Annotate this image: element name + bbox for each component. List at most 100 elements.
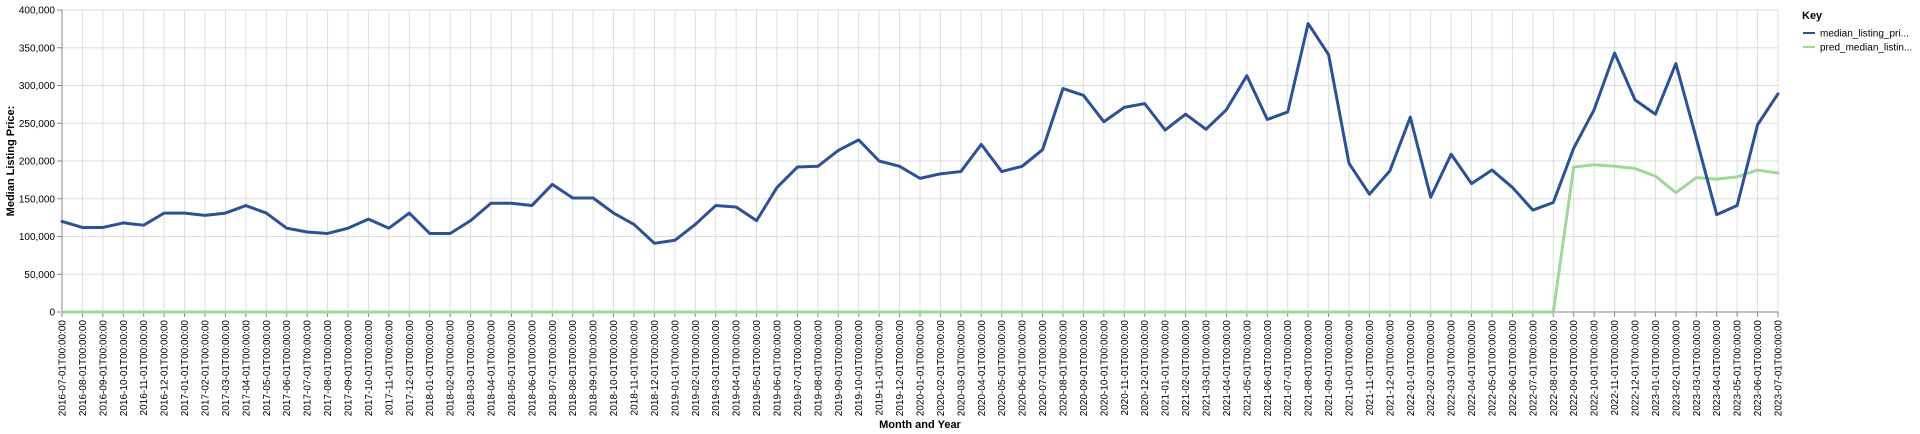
x-tick-label: 2019-01-01T00:00:00: [670, 320, 681, 417]
x-tick-label: 2019-06-01T00:00:00: [773, 320, 784, 417]
x-tick-label: 2023-04-01T00:00:00: [1712, 320, 1723, 417]
x-tick-label: 2017-11-01T00:00:00: [384, 320, 395, 416]
legend-title: Key: [1802, 10, 1823, 22]
x-tick-label: 2017-03-01T00:00:00: [221, 320, 232, 417]
x-tick-label: 2022-12-01T00:00:00: [1631, 320, 1642, 417]
x-tick-label: 2016-08-01T00:00:00: [78, 320, 89, 417]
x-tick-label: 2017-12-01T00:00:00: [405, 320, 416, 417]
x-tick-label: 2020-12-01T00:00:00: [1140, 320, 1151, 417]
y-axis-title: Median Listing Price:: [5, 106, 17, 217]
x-tick-label: 2023-02-01T00:00:00: [1671, 320, 1682, 417]
x-tick-label: 2022-08-01T00:00:00: [1549, 320, 1560, 417]
x-tick-label: 2022-03-01T00:00:00: [1447, 320, 1458, 417]
x-tick-label: 2016-11-01T00:00:00: [139, 320, 150, 416]
x-tick-label: 2017-09-01T00:00:00: [344, 320, 355, 417]
x-tick-label: 2017-04-01T00:00:00: [241, 320, 252, 417]
series-line-1: [60, 163, 1780, 314]
x-tick-label: 2020-06-01T00:00:00: [1018, 320, 1029, 417]
x-tick-label: 2022-02-01T00:00:00: [1426, 320, 1437, 417]
x-tick-label: 2019-10-01T00:00:00: [854, 320, 865, 417]
x-tick-label: 2017-02-01T00:00:00: [201, 320, 212, 417]
x-tick-label: 2019-12-01T00:00:00: [895, 320, 906, 417]
x-tick-label: 2017-05-01T00:00:00: [262, 320, 273, 417]
x-axis-title: Month and Year: [879, 419, 961, 431]
y-tick-label: 100,000: [19, 232, 56, 243]
x-tick-label: 2023-05-01T00:00:00: [1733, 320, 1744, 417]
y-tick-label: 250,000: [19, 119, 56, 130]
x-tick-label: 2020-09-01T00:00:00: [1079, 320, 1090, 417]
x-tick-label: 2022-01-01T00:00:00: [1406, 320, 1417, 417]
x-tick-label: 2018-12-01T00:00:00: [650, 320, 661, 417]
series-lines: [60, 22, 1780, 314]
y-tick-label: 200,000: [19, 157, 56, 168]
x-tick-label: 2020-03-01T00:00:00: [956, 320, 967, 417]
x-tick-label: 2021-01-01T00:00:00: [1161, 320, 1172, 417]
x-tick-label: 2021-07-01T00:00:00: [1283, 320, 1294, 417]
legend-label: median_listing_pri...: [1820, 29, 1909, 40]
x-tick-label: 2023-01-01T00:00:00: [1651, 320, 1662, 417]
x-tick-label: 2020-05-01T00:00:00: [997, 320, 1008, 417]
x-tick-label: 2023-06-01T00:00:00: [1753, 320, 1764, 417]
x-tick-label: 2019-02-01T00:00:00: [691, 320, 702, 417]
legend-label: pred_median_listin...: [1820, 43, 1912, 54]
x-tick-label: 2017-08-01T00:00:00: [323, 320, 334, 417]
x-tick-label: 2020-04-01T00:00:00: [977, 320, 988, 417]
x-tick-label: 2020-10-01T00:00:00: [1099, 320, 1110, 417]
x-tick-label: 2018-06-01T00:00:00: [527, 320, 538, 417]
x-tick-label: 2021-12-01T00:00:00: [1385, 320, 1396, 417]
x-tick-label: 2019-09-01T00:00:00: [834, 320, 845, 417]
x-tick-label: 2023-03-01T00:00:00: [1692, 320, 1703, 417]
x-tick-label: 2018-07-01T00:00:00: [548, 320, 559, 417]
x-tick-label: 2018-05-01T00:00:00: [507, 320, 518, 417]
y-tick-label: 300,000: [19, 81, 56, 92]
x-tick-label: 2018-04-01T00:00:00: [487, 320, 498, 417]
x-tick-label: 2018-01-01T00:00:00: [425, 320, 436, 417]
x-tick-label: 2021-04-01T00:00:00: [1222, 320, 1233, 417]
x-tick-label: 2019-04-01T00:00:00: [732, 320, 743, 417]
x-tick-label: 2022-05-01T00:00:00: [1488, 320, 1499, 417]
x-tick-label: 2021-08-01T00:00:00: [1304, 320, 1315, 417]
x-tick-label: 2019-08-01T00:00:00: [813, 320, 824, 417]
x-tick-label: 2021-11-01T00:00:00: [1365, 320, 1376, 416]
x-tick-label: 2021-03-01T00:00:00: [1202, 320, 1213, 417]
x-tick-label: 2019-11-01T00:00:00: [875, 320, 886, 416]
axes: 0 50,000 100,000 150,000 200,000 250,000 300,0…: [19, 6, 1785, 417]
y-tick-label: 50,000: [24, 270, 55, 281]
x-tick-label: 2017-07-01T00:00:00: [303, 320, 314, 417]
y-tick-label: 150,000: [19, 194, 56, 205]
x-tick-label: 2021-05-01T00:00:00: [1242, 320, 1253, 417]
x-tick-label: 2022-04-01T00:00:00: [1467, 320, 1478, 417]
x-tick-label: 2021-09-01T00:00:00: [1324, 320, 1335, 417]
x-tick-label: 2022-09-01T00:00:00: [1569, 320, 1580, 417]
x-tick-label: 2017-10-01T00:00:00: [364, 320, 375, 417]
x-tick-label: 2018-03-01T00:00:00: [466, 320, 477, 417]
x-tick-label: 2022-11-01T00:00:00: [1610, 320, 1621, 416]
x-tick-label: 2016-10-01T00:00:00: [119, 320, 130, 417]
x-tick-label: 2018-08-01T00:00:00: [568, 320, 579, 417]
x-tick-label: 2016-12-01T00:00:00: [160, 320, 171, 417]
x-tick-label: 2022-06-01T00:00:00: [1508, 320, 1519, 417]
x-tick-label: 2019-07-01T00:00:00: [793, 320, 804, 417]
x-tick-label: 2021-10-01T00:00:00: [1345, 320, 1356, 417]
y-tick-label: 0: [49, 308, 55, 319]
x-tick-label: 2018-11-01T00:00:00: [630, 320, 641, 416]
x-tick-label: 2018-02-01T00:00:00: [446, 320, 457, 417]
series-line-0: [60, 22, 1780, 245]
x-tick-label: 2018-10-01T00:00:00: [609, 320, 620, 417]
x-tick-label: 2017-01-01T00:00:00: [180, 320, 191, 417]
x-tick-label: 2020-01-01T00:00:00: [916, 320, 927, 417]
x-tick-label: 2017-06-01T00:00:00: [282, 320, 293, 417]
x-tick-label: 2016-07-01T00:00:00: [58, 320, 69, 417]
x-tick-label: 2018-09-01T00:00:00: [589, 320, 600, 417]
x-tick-label: 2019-05-01T00:00:00: [752, 320, 763, 417]
legend: Key median_listing_pri... pred_median_lis…: [1802, 10, 1912, 54]
x-tick-label: 2020-07-01T00:00:00: [1038, 320, 1049, 417]
x-tick-label: 2020-02-01T00:00:00: [936, 320, 947, 417]
x-tick-label: 2019-03-01T00:00:00: [711, 320, 722, 417]
x-tick-label: 2023-07-01T00:00:00: [1774, 320, 1785, 417]
gridlines: [61, 9, 1779, 313]
x-tick-label: 2022-07-01T00:00:00: [1528, 320, 1539, 417]
y-tick-label: 400,000: [19, 6, 56, 17]
x-tick-label: 2016-09-01T00:00:00: [98, 320, 109, 417]
